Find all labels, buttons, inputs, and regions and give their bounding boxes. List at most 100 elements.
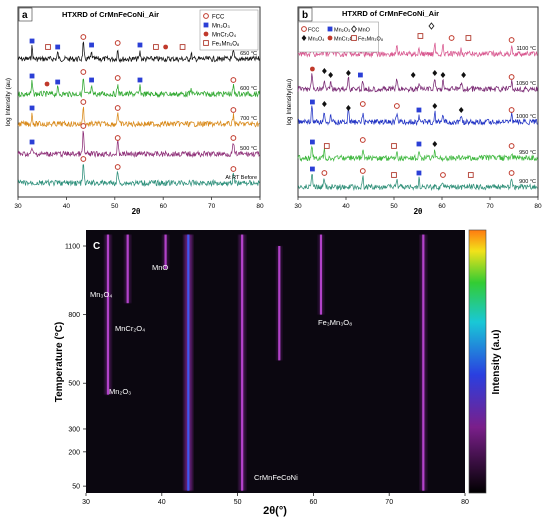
peak-marker [114, 135, 121, 141]
series-line [17, 41, 260, 64]
peak-marker [80, 69, 87, 75]
peak-marker [114, 164, 121, 170]
peak-marker [230, 135, 237, 141]
heatmap-annotation: Mn₂O₃ [109, 387, 131, 396]
peak-marker [310, 66, 315, 72]
heatmap-band-core [278, 246, 281, 361]
chart-c-svg: C MnO Mn₃O₄ MnCr₂O₄ Mn₂O₃ Fe₃Mn₃O₈ CrMnFeCoNi… [54, 229, 502, 517]
y-ticks-c: 50 200 300 500 800 1100 [65, 244, 86, 491]
legend-marker [203, 13, 209, 19]
x-tick-label: 80 [256, 203, 264, 210]
peak-marker [230, 166, 237, 172]
x-tick-label: 60 [160, 203, 168, 210]
series-group-a: 650 °C 600 °C 700 °C 500 °C At RT Before [17, 34, 260, 188]
legend-label: MnCr₂O₄ [334, 37, 357, 43]
legend-label: Fe₃Mn₃O₈ [358, 37, 383, 43]
peak-marker [321, 170, 328, 176]
peak-marker [80, 123, 87, 129]
peak-marker [80, 156, 87, 162]
series-label: 700 °C [240, 116, 257, 122]
peak-marker [346, 105, 351, 111]
x-tick-label: 40 [342, 203, 350, 210]
y-tick-label: 500 [68, 381, 80, 388]
peak-marker [29, 139, 35, 145]
chart-b-svg: b HTXRD of CrMnFeCoNi_Air 2θ log Intensi… [286, 6, 542, 216]
panel-label-box-a [18, 7, 33, 22]
peak-marker [114, 75, 121, 81]
legend-label: MnCr₂O₄ [212, 33, 237, 39]
legend-marker [327, 26, 333, 32]
x-axis-label-c: 2θ(°) [263, 505, 287, 517]
peak-marker [114, 40, 121, 46]
peak-marker [508, 143, 515, 149]
peak-marker [29, 38, 35, 44]
chart-title-b: HTXRD of CrMnFeCoNi_Air [342, 9, 439, 18]
peak-marker [465, 35, 472, 41]
panel-label-c: C [93, 241, 100, 252]
panel-c: C MnO Mn₃O₄ MnCr₂O₄ Mn₂O₃ Fe₃Mn₃O₈ CrMnFeCoNi… [2, 222, 548, 519]
legend-box-b [298, 21, 379, 53]
peak-marker [322, 101, 327, 107]
series-group-b: 1100 °C 1050 °C 1000 °C 950 °C 900 °C [297, 22, 538, 192]
peak-marker [230, 77, 237, 83]
legend-label: Mn₂O₃ [334, 28, 350, 34]
peak-marker [440, 72, 446, 78]
peak-marker [428, 22, 435, 30]
peak-marker [45, 44, 51, 50]
series-line [297, 73, 538, 93]
legend-box-a [199, 9, 259, 51]
panel-a: a HTXRD of CrMnFeCoNi_Air 2θ log Intensi… [2, 2, 281, 218]
heatmap-band-core [422, 234, 425, 491]
peak-marker [508, 170, 515, 176]
colorbar [468, 229, 487, 494]
peak-marker [328, 72, 334, 78]
y-axis-label-b: log Intensity(au) [286, 79, 293, 125]
peak-marker [137, 77, 143, 83]
legend-label: Mn₃O₄ [308, 37, 325, 43]
peak-marker [416, 141, 422, 147]
legend-marker [351, 25, 357, 33]
x-tick-label: 50 [234, 499, 242, 506]
peak-marker [417, 33, 424, 39]
legend-marker [327, 35, 333, 41]
x-tick-label: 30 [82, 499, 90, 506]
x-ticks-c: 30 40 50 60 70 80 [82, 493, 469, 506]
peak-marker [310, 99, 315, 105]
series-line [17, 78, 260, 98]
peak-marker [114, 105, 121, 111]
legend-label: FCC [212, 15, 225, 21]
peak-marker [179, 44, 186, 50]
x-tick-label: 50 [390, 203, 398, 210]
peak-marker [89, 42, 94, 48]
series-line [297, 105, 538, 126]
peak-marker [391, 172, 397, 178]
legend-marker [351, 35, 357, 41]
peak-marker [432, 70, 438, 76]
peak-marker [29, 105, 35, 111]
peak-marker [153, 44, 159, 50]
panel-label-b: b [302, 10, 308, 21]
y-tick-label: 200 [68, 449, 80, 456]
y-axis-label-a: log Intensity (au) [5, 78, 12, 126]
chart-title-a: HTXRD of CrMnFeCoNi_Air [62, 10, 159, 19]
x-tick-label: 30 [14, 203, 22, 210]
heatmap-annotations: MnO Mn₃O₄ MnCr₂O₄ Mn₂O₃ Fe₃Mn₃O₈ CrMnFeCoNi [90, 263, 352, 482]
legend-label: Mn₂O₃ [212, 24, 230, 30]
heatmap-band-core [126, 234, 129, 304]
heatmap-annotation: MnCr₂O₄ [115, 324, 145, 333]
peak-marker [310, 166, 315, 172]
peak-marker [29, 73, 35, 79]
series-line [297, 174, 538, 192]
peak-marker [391, 143, 397, 149]
heatmap-annotation: CrMnFeCoNi [254, 473, 298, 482]
x-tick-label: 70 [208, 203, 216, 210]
series-line [297, 37, 538, 59]
series-line [17, 130, 260, 159]
legend-label: MnO [358, 28, 371, 34]
series-label: 500 °C [240, 146, 257, 152]
x-axis-label-a: 2θ [132, 207, 141, 216]
peak-marker [461, 72, 466, 78]
x-axis-label-b: 2θ [414, 207, 423, 216]
heatmap-band-core [106, 234, 110, 395]
peak-marker [416, 170, 422, 176]
